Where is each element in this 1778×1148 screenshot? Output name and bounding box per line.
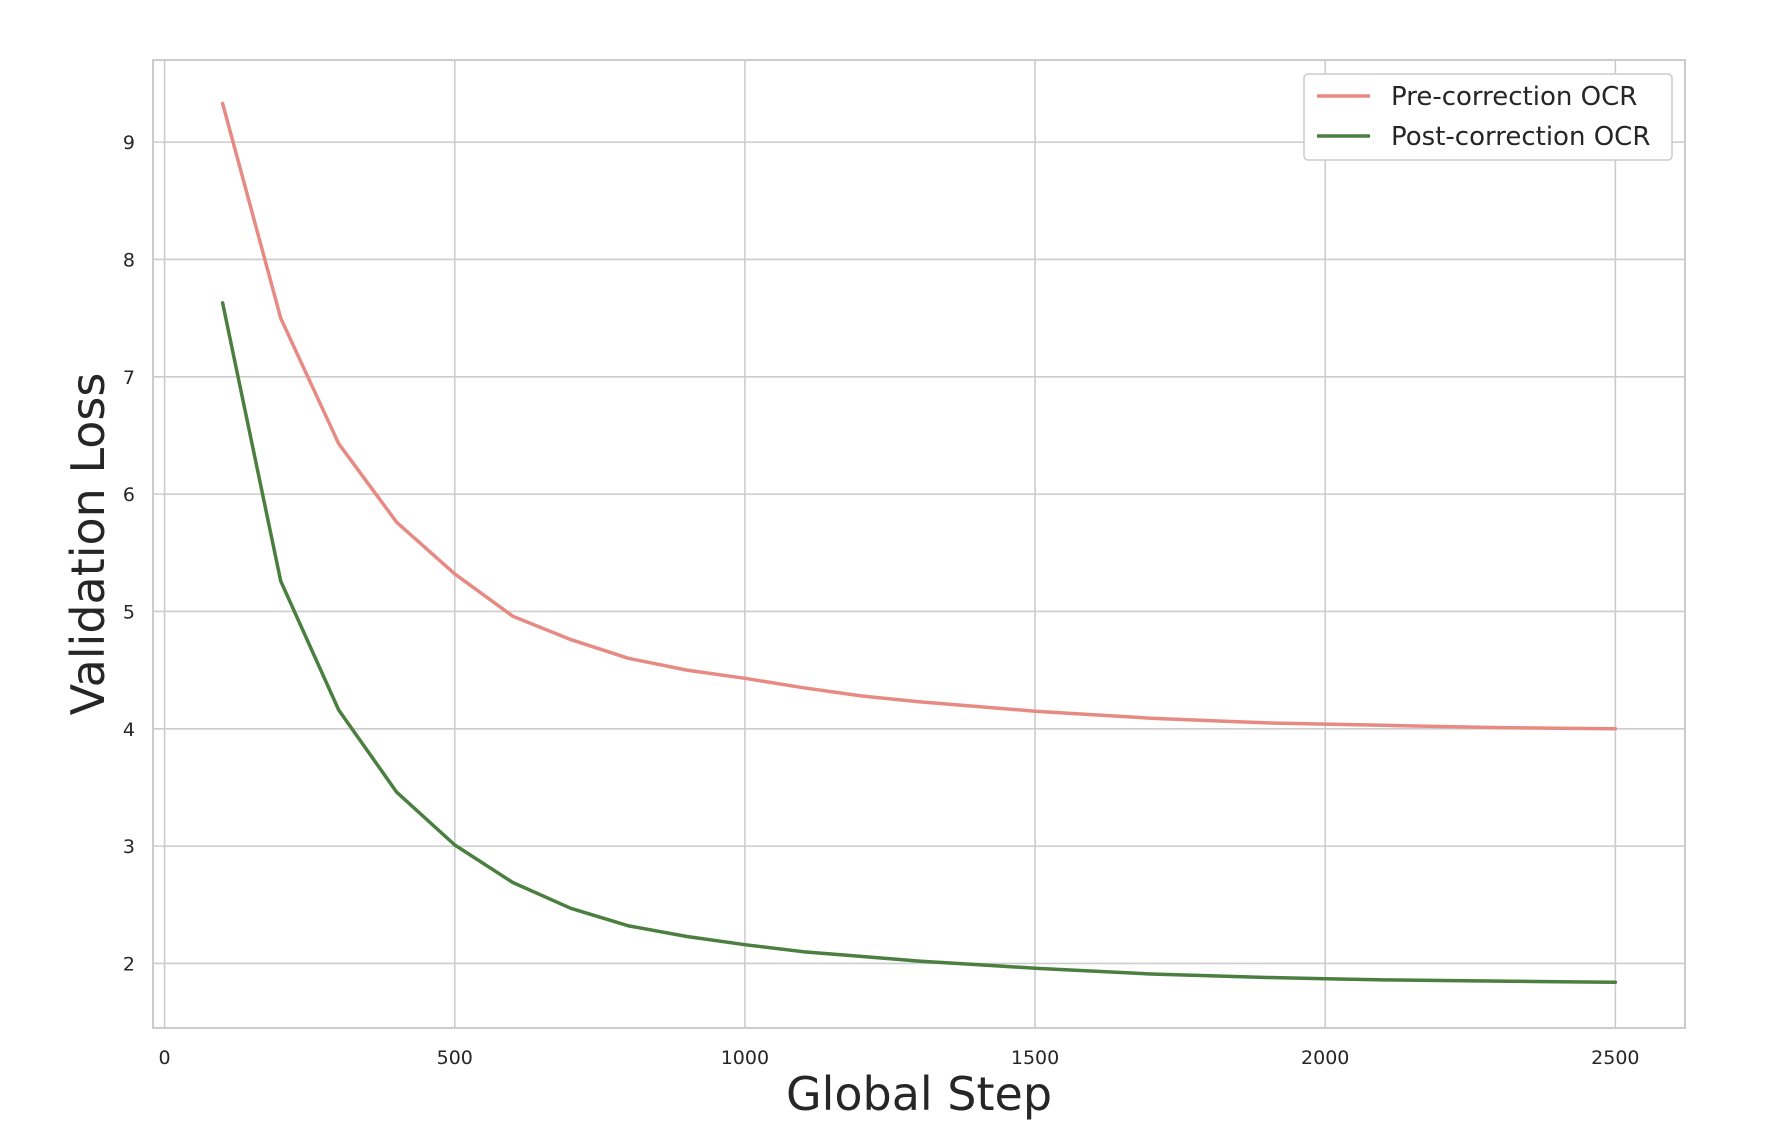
x-tick-label: 500 — [437, 1047, 473, 1069]
x-tick-label: 2000 — [1301, 1047, 1349, 1069]
legend-box — [1303, 73, 1673, 161]
x-tick-labels: 0 500 1000 1500 2000 2500 — [159, 1047, 1640, 1069]
y-tick-label: 9 — [123, 132, 135, 154]
y-tick-labels: 2 3 4 5 6 7 8 9 — [123, 132, 135, 975]
legend: Pre-correction OCR Post-correction OCR — [1303, 73, 1673, 161]
series-line-pre-correction — [220, 101, 1618, 731]
plot-background — [153, 60, 1685, 1028]
legend-label-pre-correction: Pre-correction OCR — [1391, 82, 1637, 112]
y-tick-label: 6 — [123, 484, 135, 506]
plot-frame — [152, 59, 1686, 1029]
x-tick-label: 2500 — [1591, 1047, 1639, 1069]
x-tick-label: 1500 — [1011, 1047, 1059, 1069]
x-tick-label: 1000 — [721, 1047, 769, 1069]
y-tick-label: 8 — [123, 249, 135, 271]
y-tick-label: 5 — [123, 601, 135, 623]
x-tick-label: 0 — [159, 1047, 171, 1069]
legend-label-post-correction: Post-correction OCR — [1391, 122, 1650, 152]
y-tick-label: 7 — [123, 367, 135, 389]
series-line-post-correction — [220, 301, 1618, 984]
x-axis-label: Global Step — [786, 1067, 1052, 1121]
y-tick-label: 2 — [123, 953, 135, 975]
y-tick-label: 3 — [123, 836, 135, 858]
y-tick-label: 4 — [123, 719, 135, 741]
y-axis-label: Validation Loss — [61, 373, 115, 716]
series-lines — [220, 101, 1618, 984]
